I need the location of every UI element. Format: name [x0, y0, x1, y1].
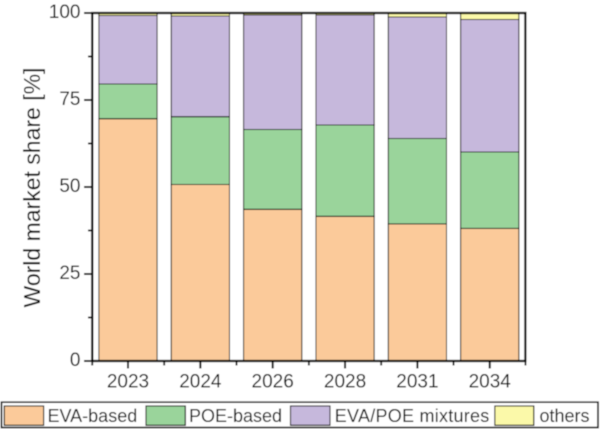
svg-text:100: 100 — [49, 2, 81, 23]
svg-text:2031: 2031 — [396, 371, 438, 392]
svg-text:EVA-based: EVA-based — [48, 406, 138, 426]
svg-text:World market share [%]: World market share [%] — [19, 68, 45, 308]
svg-text:2028: 2028 — [324, 371, 366, 392]
svg-text:2034: 2034 — [469, 371, 512, 392]
svg-text:2026: 2026 — [252, 371, 294, 392]
svg-text:25: 25 — [59, 263, 80, 284]
svg-text:75: 75 — [59, 89, 80, 110]
svg-text:2024: 2024 — [179, 371, 222, 392]
svg-text:others: others — [540, 406, 590, 426]
svg-text:EVA/POE mixtures: EVA/POE mixtures — [335, 406, 490, 426]
svg-text:50: 50 — [59, 176, 80, 197]
svg-text:2023: 2023 — [107, 371, 149, 392]
svg-text:POE-based: POE-based — [189, 406, 282, 426]
svg-text:0: 0 — [70, 350, 81, 371]
